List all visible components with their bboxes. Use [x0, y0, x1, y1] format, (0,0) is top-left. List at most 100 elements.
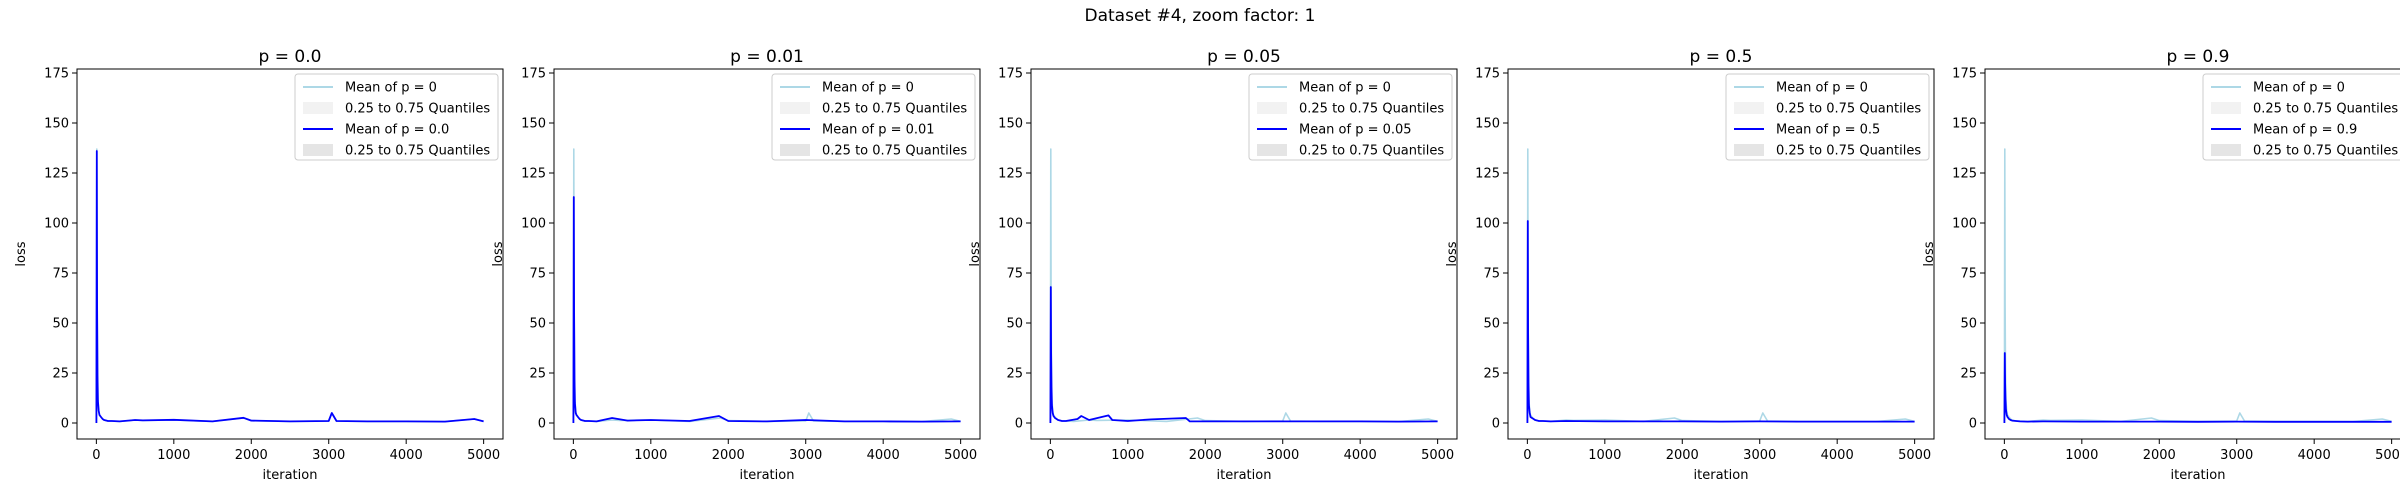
y-tick-label: 75: [52, 267, 69, 282]
y-tick-label: 100: [44, 217, 69, 232]
x-tick-label: 2000: [2143, 448, 2176, 463]
legend-box: [2202, 73, 2400, 161]
y-tick-label: 50: [1483, 317, 1500, 332]
series-mean-line: [2003, 352, 2392, 424]
subplot-title: p = 0.5: [1690, 47, 1753, 67]
y-tick-label: 125: [1952, 167, 1977, 182]
subplot-4: 0 1000 2000 3000 4000 5000 0 25 50 75 100 125 150 175…: [1445, 47, 1935, 483]
x-tick-label: 0: [92, 448, 100, 463]
x-tick-label: 3000: [789, 448, 822, 463]
legend-label: Mean of p = 0.9: [2253, 123, 2357, 138]
x-tick-label: 5000: [1421, 448, 1454, 463]
y-tick-label: 0: [538, 417, 546, 432]
y-tick-label: 100: [1952, 217, 1977, 232]
legend-swatch-band: [780, 144, 810, 156]
y-axis-label: loss: [1922, 241, 1937, 266]
y-tick-label: 75: [1006, 267, 1023, 282]
axes-frame: [553, 68, 981, 440]
legend-label: Mean of p = 0: [345, 81, 437, 96]
y-axis-label: loss: [491, 241, 506, 266]
x-tick-label: 5000: [1898, 448, 1931, 463]
legend-label: Mean of p = 0: [1299, 81, 1391, 96]
y-axis-label: loss: [14, 241, 29, 266]
y-tick-label: 150: [44, 117, 69, 132]
y-tick-label: 25: [1960, 367, 1977, 382]
subplot-3: 0 1000 2000 3000 4000 5000 0 25 50 75 100 125 150 175…: [968, 47, 1458, 483]
x-tick-label: 2000: [712, 448, 745, 463]
x-axis-label: iteration: [1694, 468, 1749, 483]
legend-label: 0.25 to 0.75 Quantiles: [1299, 102, 1444, 117]
y-tick-label: 0: [61, 417, 69, 432]
legend-swatch-band: [1734, 144, 1764, 156]
y-tick-label: 150: [521, 117, 546, 132]
y-tick-label: 150: [1475, 117, 1500, 132]
legend-label: Mean of p = 0.05: [1299, 123, 1412, 138]
subplot-5: 0 1000 2000 3000 4000 5000 0 25 50 75 100 125 150 175…: [1922, 47, 2400, 483]
y-tick-label: 175: [998, 67, 1023, 82]
x-tick-label: 5000: [467, 448, 500, 463]
x-tick-label: 0: [569, 448, 577, 463]
y-tick-label: 50: [1006, 317, 1023, 332]
y-tick-label: 100: [1475, 217, 1500, 232]
series-mean-line: [1049, 286, 1438, 424]
y-tick-label: 50: [1960, 317, 1977, 332]
axes-frame: [1507, 68, 1935, 440]
x-tick-label: 0: [2000, 448, 2008, 463]
x-tick-label: 3000: [1743, 448, 1776, 463]
series-mean-line: [95, 150, 484, 424]
subplot-title: p = 0.01: [730, 47, 804, 67]
legend-swatch-band: [1734, 102, 1764, 114]
x-tick-label: 5000: [2375, 448, 2400, 463]
y-tick-label: 0: [1492, 417, 1500, 432]
x-tick-label: 0: [1046, 448, 1054, 463]
legend-label: 0.25 to 0.75 Quantiles: [2253, 144, 2398, 159]
subplot-title: p = 0.9: [2167, 47, 2230, 67]
legend-label: 0.25 to 0.75 Quantiles: [2253, 102, 2398, 117]
y-tick-label: 75: [1960, 267, 1977, 282]
y-tick-label: 125: [521, 167, 546, 182]
legend-label: Mean of p = 0: [2253, 81, 2345, 96]
x-tick-label: 0: [1523, 448, 1531, 463]
x-tick-label: 3000: [312, 448, 345, 463]
y-tick-label: 25: [52, 367, 69, 382]
subplot-title: p = 0.0: [259, 47, 322, 67]
y-tick-label: 75: [1483, 267, 1500, 282]
y-tick-label: 25: [1006, 367, 1023, 382]
x-axis-label: iteration: [2171, 468, 2226, 483]
legend-label: 0.25 to 0.75 Quantiles: [345, 144, 490, 159]
x-tick-label: 3000: [1266, 448, 1299, 463]
legend-box: [1248, 73, 1453, 161]
x-tick-label: 4000: [2298, 448, 2331, 463]
y-tick-label: 150: [998, 117, 1023, 132]
y-tick-label: 100: [521, 217, 546, 232]
x-tick-label: 1000: [1588, 448, 1621, 463]
legend-swatch-band: [2211, 102, 2241, 114]
legend: Mean of p = 0 0.25 to 0.75 Quantiles Mean …: [2202, 73, 2400, 161]
y-tick-label: 25: [1483, 367, 1500, 382]
legend-label: 0.25 to 0.75 Quantiles: [1776, 102, 1921, 117]
x-tick-label: 1000: [157, 448, 190, 463]
legend-box: [294, 73, 499, 161]
baseline-mean-line: [1049, 148, 1438, 424]
legend: Mean of p = 0 0.25 to 0.75 Quantiles Mean …: [1725, 73, 1930, 161]
axes-frame: [1984, 68, 2400, 440]
x-axis-label: iteration: [263, 468, 318, 483]
x-tick-label: 2000: [1666, 448, 1699, 463]
y-tick-label: 125: [44, 167, 69, 182]
legend-label: 0.25 to 0.75 Quantiles: [822, 102, 967, 117]
legend-swatch-band: [303, 102, 333, 114]
x-axis-label: iteration: [1217, 468, 1272, 483]
legend-label: 0.25 to 0.75 Quantiles: [1776, 144, 1921, 159]
y-tick-label: 50: [52, 317, 69, 332]
y-tick-label: 0: [1969, 417, 1977, 432]
legend-label: Mean of p = 0.5: [1776, 123, 1880, 138]
y-axis-label: loss: [1445, 241, 1460, 266]
x-tick-label: 2000: [235, 448, 268, 463]
legend-label: Mean of p = 0.01: [822, 123, 935, 138]
y-tick-label: 125: [998, 167, 1023, 182]
x-axis-label: iteration: [740, 468, 795, 483]
subplot-2: 0 1000 2000 3000 4000 5000 0 25 50 75 100 125 150 175…: [491, 47, 981, 483]
x-tick-label: 4000: [1821, 448, 1854, 463]
legend: Mean of p = 0 0.25 to 0.75 Quantiles Mean …: [771, 73, 976, 161]
